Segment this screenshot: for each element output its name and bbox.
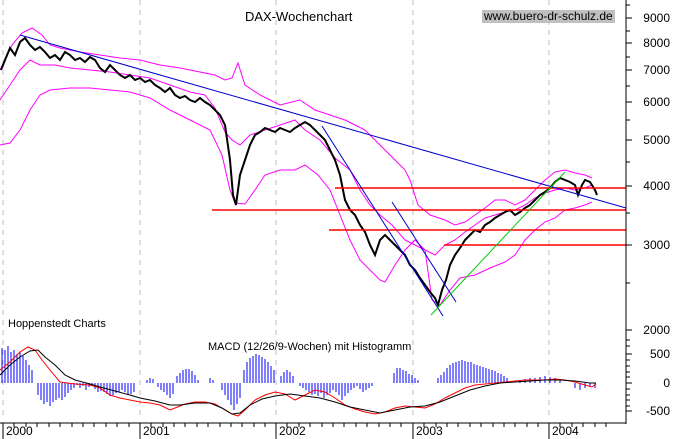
macd-histogram	[1, 346, 596, 410]
support-lines	[212, 187, 626, 246]
bollinger-bands	[0, 27, 593, 306]
macd-line	[0, 346, 597, 417]
watermark: Hoppenstedt Charts	[8, 318, 106, 330]
trendlines	[19, 34, 627, 317]
y-tick-6000: 6000	[643, 95, 670, 109]
y-axis	[625, 0, 632, 424]
source-url: www.buero-dr-schulz.de	[482, 9, 615, 23]
macd-lines	[0, 346, 597, 417]
y-tick-2000: 2000	[643, 323, 670, 337]
macd-tick-500: 500	[649, 347, 670, 361]
macd-tick-minus-500: -500	[645, 404, 670, 418]
x-tick-2003: 2003	[416, 424, 443, 438]
y-tick-5000: 5000	[643, 133, 670, 147]
indicator-title: MACD (12/26/9-Wochen) mit Histogramm	[208, 341, 412, 353]
y-tick-7000: 7000	[643, 63, 670, 77]
chart-title: DAX-Wochenchart	[245, 9, 353, 24]
x-axis	[0, 422, 626, 439]
price-bars	[0, 36, 598, 309]
macd-tick-0: 0	[663, 376, 670, 390]
y-tick-3000: 3000	[643, 238, 670, 252]
x-tick-2000: 2000	[6, 424, 33, 438]
signal-line	[0, 349, 596, 415]
x-tick-2002: 2002	[279, 424, 306, 438]
x-tick-2001: 2001	[143, 424, 170, 438]
x-tick-2004: 2004	[552, 424, 579, 438]
y-tick-9000: 9000	[643, 11, 670, 25]
y-tick-8000: 8000	[643, 36, 670, 50]
uptrend-line	[430, 171, 566, 316]
y-tick-4000: 4000	[643, 179, 670, 193]
